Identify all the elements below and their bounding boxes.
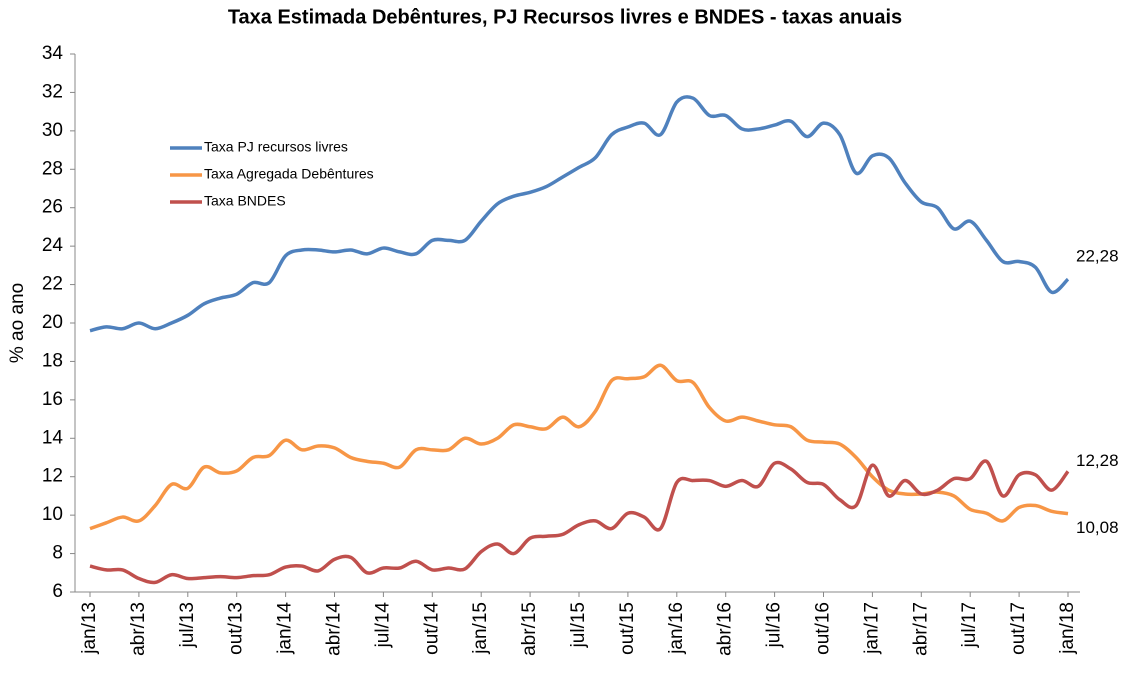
- x-tick-label: out/16: [813, 602, 834, 655]
- x-tick-label: jul/13: [177, 602, 198, 648]
- x-tick-label: jan/15: [470, 602, 491, 655]
- x-tick-label: out/17: [1008, 602, 1029, 655]
- x-tick-label: out/14: [421, 602, 442, 655]
- y-tick-label: 12: [42, 466, 63, 487]
- x-tick-label: jan/14: [275, 602, 296, 655]
- x-tick-label: jan/17: [861, 602, 882, 655]
- x-tick-label: abr/13: [128, 602, 149, 656]
- x-tick-label: jan/16: [666, 602, 687, 655]
- x-tick-label: jul/14: [372, 602, 393, 649]
- y-tick-label: 16: [42, 389, 63, 410]
- x-tick-label: out/15: [617, 602, 638, 655]
- chart-title: Taxa Estimada Debêntures, PJ Recursos li…: [228, 6, 902, 28]
- x-tick-label: out/13: [226, 602, 247, 655]
- y-tick-label: 10: [42, 504, 63, 525]
- x-tick-label: abr/14: [324, 602, 345, 656]
- data-label: 12,28: [1076, 451, 1119, 470]
- x-tick-label: jul/15: [568, 602, 589, 648]
- legend-label: Taxa BNDES: [204, 193, 286, 209]
- series-line: [89, 459, 1070, 585]
- series-line: [89, 95, 1070, 333]
- y-tick-label: 24: [42, 235, 64, 256]
- x-tick-label: abr/15: [519, 602, 540, 656]
- legend-label: Taxa Agregada Debêntures: [204, 166, 374, 182]
- y-tick-label: 20: [42, 312, 63, 333]
- y-tick-label: 34: [42, 43, 64, 64]
- y-tick-label: 18: [42, 350, 63, 371]
- y-tick-label: 14: [42, 427, 64, 448]
- y-tick-label: 26: [42, 197, 63, 218]
- legend-label: Taxa PJ recursos livres: [204, 139, 348, 155]
- x-tick-label: jan/13: [79, 602, 100, 655]
- y-tick-label: 6: [52, 581, 63, 602]
- y-tick-label: 22: [42, 274, 63, 295]
- x-tick-label: abr/17: [910, 602, 931, 656]
- y-tick-label: 30: [42, 120, 63, 141]
- x-tick-label: jul/17: [959, 602, 980, 648]
- y-tick-label: 28: [42, 158, 63, 179]
- x-tick-label: jan/18: [1057, 602, 1078, 655]
- y-axis-label: % ao ano: [7, 283, 28, 363]
- y-tick-label: 32: [42, 81, 63, 102]
- data-label: 22,28: [1076, 247, 1119, 266]
- x-tick-label: jul/16: [764, 602, 785, 648]
- y-tick-label: 8: [52, 543, 63, 564]
- data-label: 10,08: [1076, 518, 1119, 537]
- x-tick-label: abr/16: [715, 602, 736, 656]
- series-line: [89, 363, 1069, 531]
